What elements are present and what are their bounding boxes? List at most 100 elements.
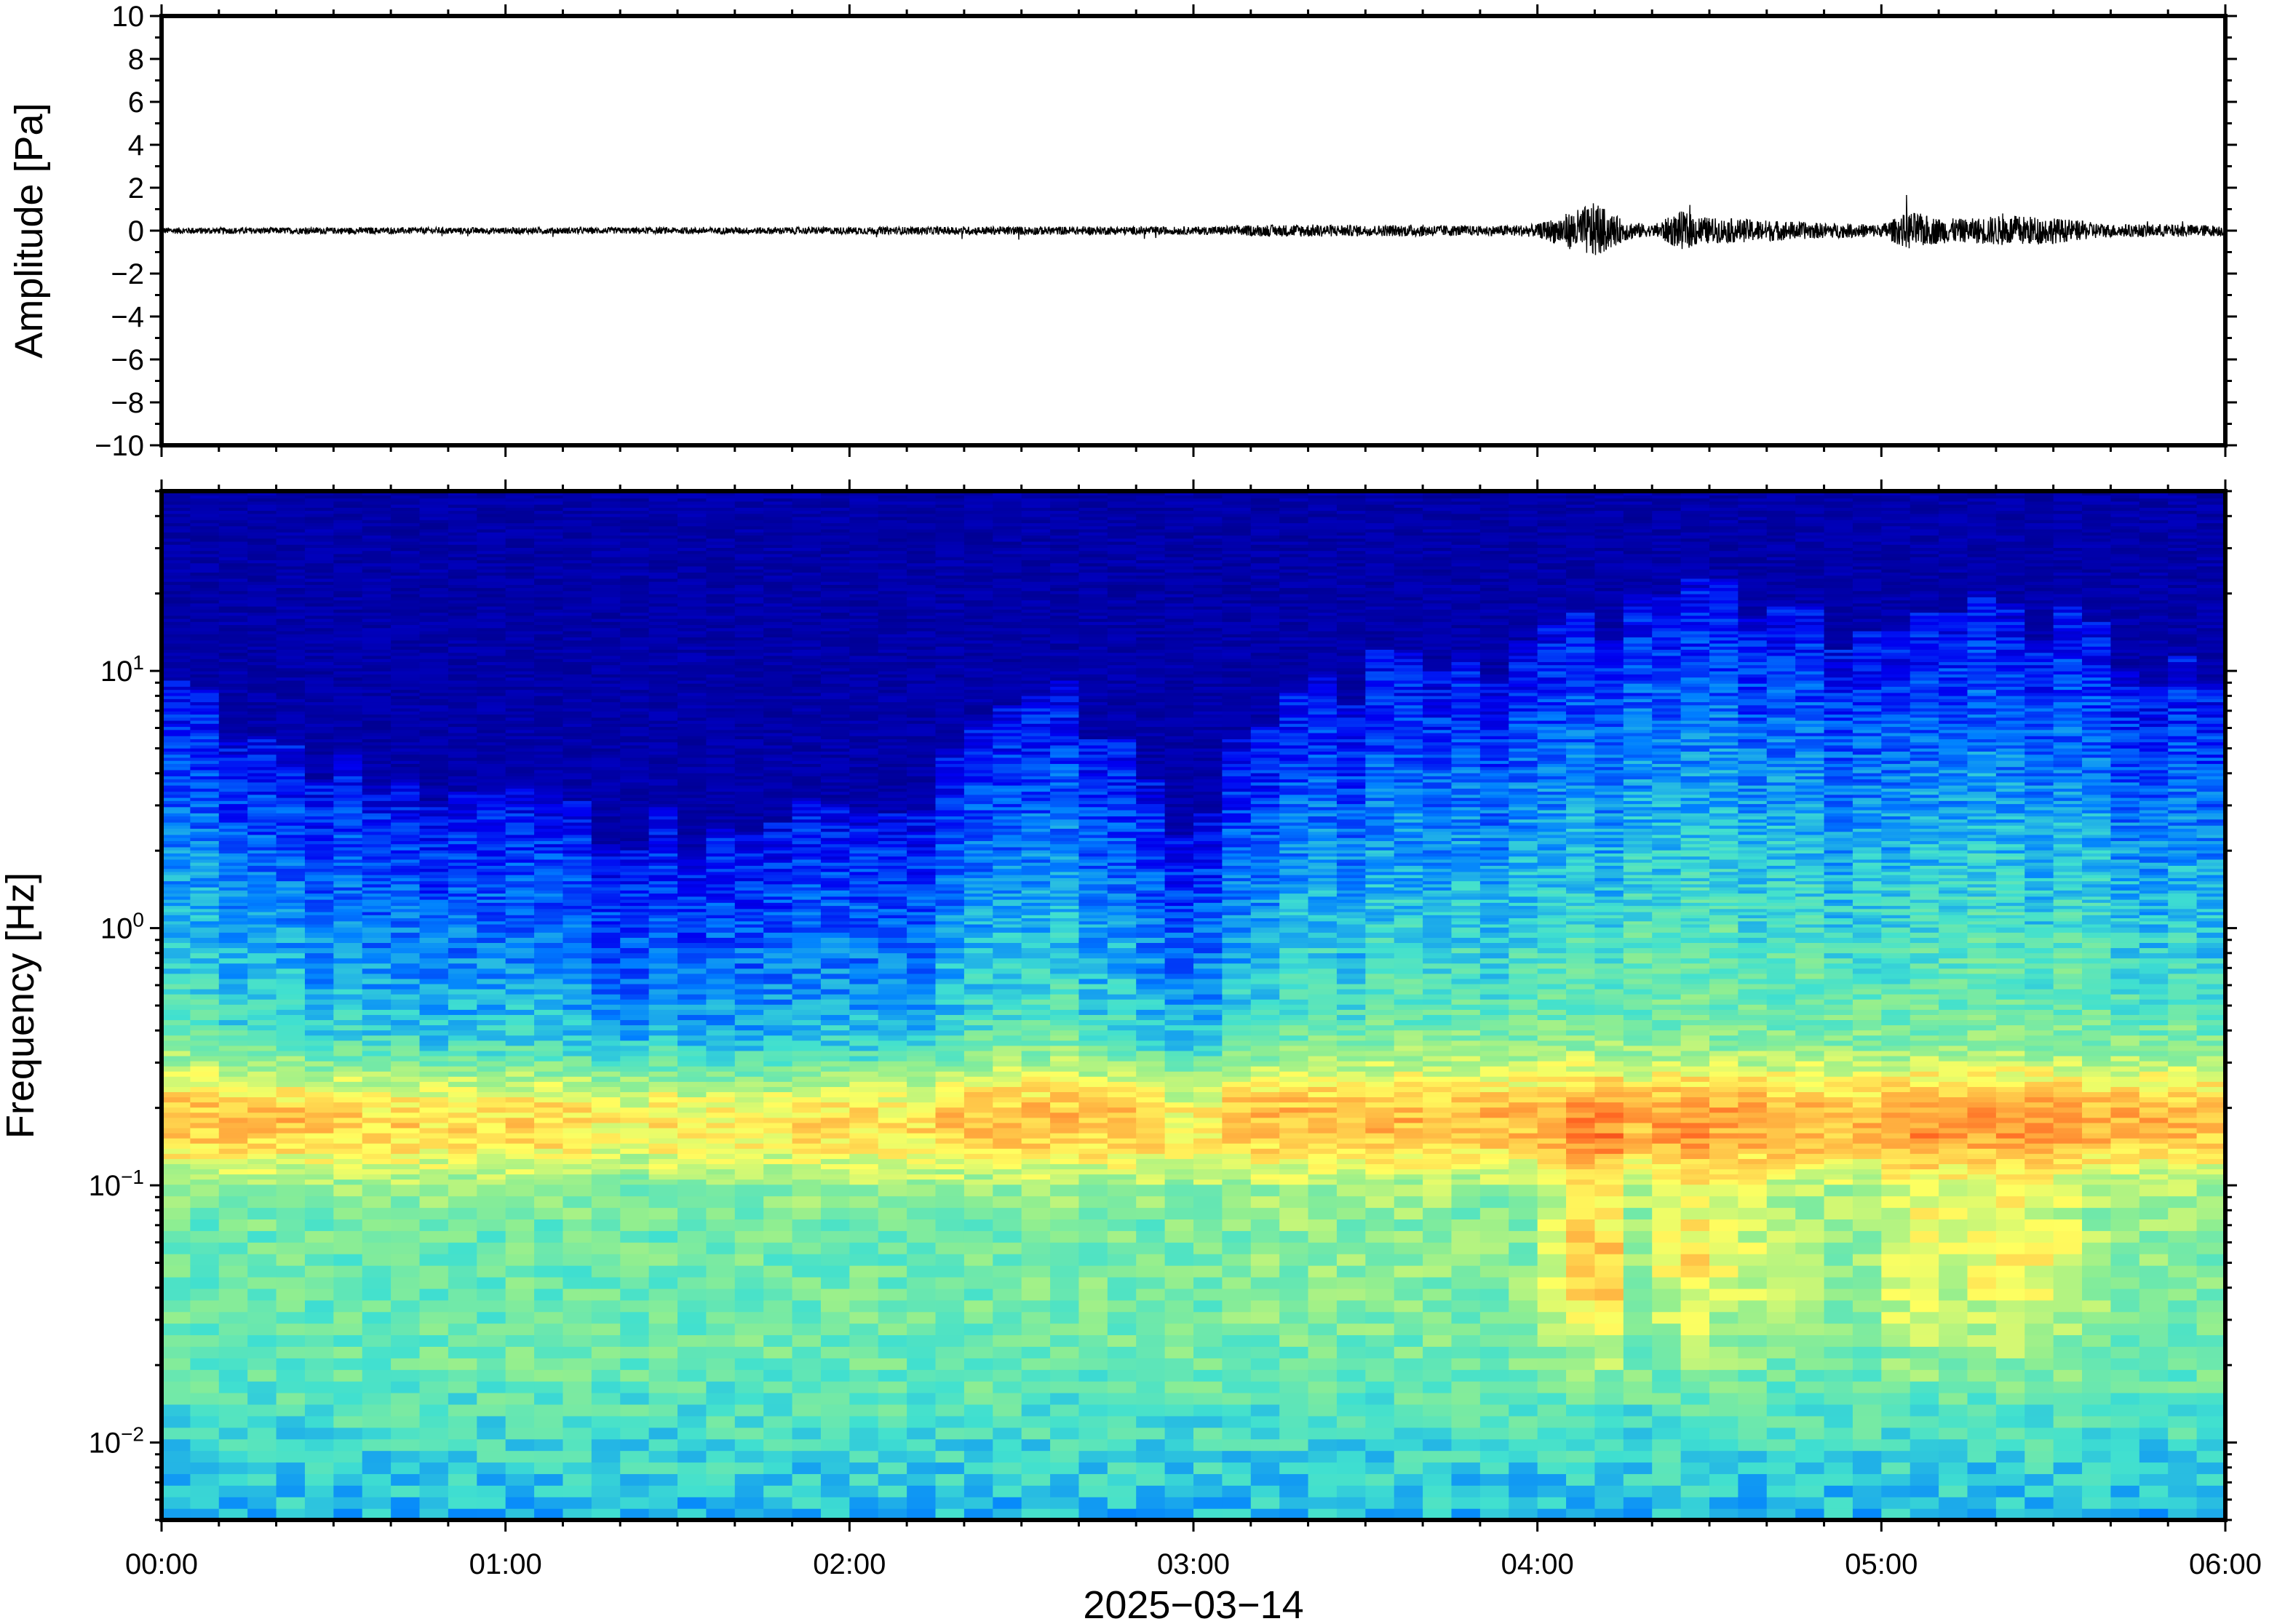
spectrogram-cell	[734, 973, 764, 979]
spectrogram-cell	[563, 584, 592, 589]
spectrogram-cell	[505, 918, 535, 922]
spectrogram-cell	[362, 587, 392, 592]
spectrogram-cell	[620, 887, 650, 891]
spectrogram-cell	[391, 821, 421, 826]
spectrogram-cell	[763, 911, 793, 915]
spectrogram-cell	[734, 1381, 764, 1393]
spectrogram-cell	[706, 1508, 736, 1520]
spectrogram-cell	[362, 683, 392, 687]
spectrogram-cell	[677, 908, 707, 912]
spectrogram-cell	[505, 630, 535, 634]
spectrogram-cell	[391, 1462, 421, 1474]
spectrogram-cell	[362, 1163, 392, 1170]
spectrogram-cell	[477, 853, 506, 857]
spectrogram-cell	[391, 1381, 421, 1393]
spectrogram-cell	[734, 612, 764, 616]
spectrogram-cell	[734, 720, 764, 724]
spectrogram-cell	[218, 1381, 248, 1393]
spectrogram-cell	[190, 686, 220, 690]
spectrogram-cell	[218, 942, 248, 949]
spectrogram-cell	[333, 510, 363, 514]
spectrogram-cell	[190, 572, 220, 576]
spectrogram-cell	[734, 1019, 764, 1026]
spectrogram-cell	[218, 865, 248, 869]
spectrogram-cell	[534, 708, 564, 712]
spectrogram-cell	[304, 828, 334, 832]
spectrogram-cell	[247, 547, 277, 552]
spectrogram-cell	[648, 1393, 678, 1405]
spectrogram-cell	[734, 646, 764, 650]
spectrogram-cell	[276, 1265, 306, 1278]
spectrogram-cell	[706, 590, 736, 594]
spectrogram-cell	[563, 1163, 592, 1170]
spectrogram-cell	[734, 1207, 764, 1220]
spectrogram-cell	[333, 569, 363, 573]
spectrogram-cell	[591, 1169, 621, 1175]
spectrogram-cell	[563, 525, 592, 530]
spectrogram-cell	[304, 947, 334, 954]
spectrogram-cell	[247, 720, 277, 724]
spectrogram-cell	[734, 760, 764, 764]
spectrogram-cell	[706, 581, 736, 585]
spectrogram-cell	[218, 748, 248, 752]
spectrogram-cell	[362, 732, 392, 736]
spectrogram-cell	[706, 621, 736, 626]
spectrogram-cell	[734, 1438, 764, 1452]
spectrogram-cell	[247, 1265, 277, 1278]
spectrogram-cell	[391, 572, 421, 576]
spectrogram-cell	[734, 840, 764, 845]
spectrogram-cell	[477, 720, 506, 724]
spectrogram-cell	[247, 510, 277, 514]
spectrogram-cell	[591, 899, 621, 903]
spectrogram-cell	[218, 741, 248, 746]
spectrogram-cell	[162, 1127, 191, 1134]
spectrogram-cell	[304, 686, 334, 690]
spectrogram-cell	[304, 1299, 334, 1313]
spectrogram-cell	[247, 1438, 277, 1452]
spectrogram-cell	[792, 911, 822, 915]
spectrogram-cell	[706, 575, 736, 579]
spectrogram-cell	[591, 612, 621, 616]
spectrogram-cell	[734, 1091, 764, 1098]
spectrogram-cell	[391, 1148, 421, 1154]
spectrogram-cell	[477, 840, 506, 845]
spectrogram-cell	[477, 947, 506, 954]
spectrogram-cell	[677, 754, 707, 758]
spectrogram-cell	[477, 968, 506, 974]
spectrogram-cell	[505, 683, 535, 687]
spectrogram-cell	[505, 640, 535, 644]
spectrogram-cell	[247, 661, 277, 666]
spectrogram-cell	[792, 1415, 822, 1428]
spectrogram-cell	[620, 1415, 650, 1428]
spectrogram-cell	[448, 661, 477, 666]
spectrogram-cell	[620, 821, 650, 826]
spectrogram-cell	[477, 748, 506, 752]
spectrogram-cell	[190, 535, 220, 539]
spectrogram-cell	[677, 1076, 707, 1082]
spectrogram-cell	[247, 1091, 277, 1098]
spectrogram-cell	[218, 825, 248, 829]
spectrogram-cell	[677, 983, 707, 990]
spectrogram-cell	[591, 1276, 621, 1289]
spectrogram-cell	[333, 741, 363, 746]
spectrogram-cell	[162, 1004, 191, 1010]
spectrogram-cell	[563, 875, 592, 878]
spectrogram-cell	[648, 1066, 678, 1072]
spectrogram-cell	[792, 1404, 822, 1417]
spectrogram-cell	[362, 708, 392, 712]
spectrogram-cell	[190, 550, 220, 554]
spectrogram-cell	[563, 674, 592, 678]
spectrogram-cell	[247, 1066, 277, 1072]
spectrogram-cell	[591, 1184, 621, 1197]
spectrogram-cell	[505, 744, 535, 749]
spectrogram-cell	[162, 522, 191, 527]
spectrogram-cell	[448, 1035, 477, 1041]
spectrogram-cell	[304, 513, 334, 517]
spectrogram-cell	[477, 952, 506, 959]
spectrogram-cell	[706, 612, 736, 616]
spectrogram-cell	[304, 522, 334, 527]
spectrogram-cell	[734, 1473, 764, 1486]
spectrogram-cell	[190, 560, 220, 564]
spectrogram-cell	[304, 507, 334, 512]
spectrogram-cell	[362, 923, 392, 928]
